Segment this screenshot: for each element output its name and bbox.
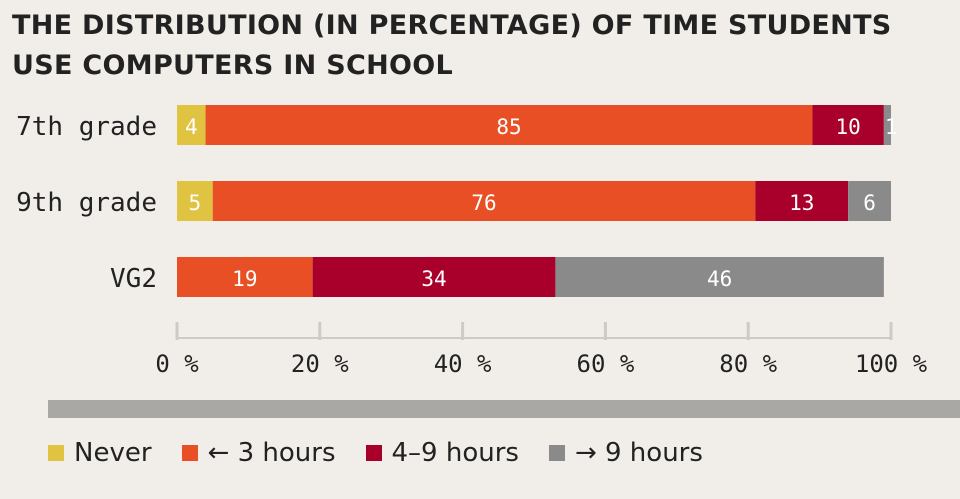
legend-item: 4–9 hours bbox=[365, 438, 519, 468]
legend-swatch bbox=[365, 445, 382, 461]
bar-segment bbox=[177, 181, 213, 221]
bar-segment bbox=[205, 105, 813, 145]
chart-legend: Never ← 3 hours 4–9 hours → 9 hours bbox=[48, 438, 733, 468]
data-label: 10 bbox=[836, 115, 861, 139]
legend-label: 4–9 hours bbox=[391, 438, 519, 468]
bar-segment bbox=[177, 105, 206, 145]
bar-segment bbox=[555, 257, 884, 297]
legend-swatch bbox=[48, 445, 64, 461]
legend-item: ← 3 hours bbox=[181, 438, 336, 468]
data-label: 46 bbox=[707, 267, 732, 291]
bar-segment bbox=[212, 181, 756, 221]
data-label: 6 bbox=[863, 191, 876, 215]
data-label: 1 bbox=[885, 115, 898, 139]
bar-segment bbox=[883, 105, 891, 145]
data-label: 4 bbox=[185, 115, 198, 139]
x-tick-label: 60 % bbox=[577, 350, 635, 378]
separator-bar bbox=[48, 400, 960, 418]
bar-segment bbox=[755, 181, 849, 221]
category-label: 7th grade bbox=[16, 112, 157, 142]
legend-item: → 9 hours bbox=[548, 438, 703, 468]
x-tick-label: 0 % bbox=[155, 350, 199, 378]
bar-segment bbox=[177, 257, 313, 297]
data-label: 34 bbox=[421, 267, 446, 291]
bar-segment bbox=[312, 257, 556, 297]
x-tick-label: 40 % bbox=[434, 350, 492, 378]
legend-swatch bbox=[181, 445, 198, 461]
data-label: 76 bbox=[471, 191, 496, 215]
x-tick-label: 20 % bbox=[291, 350, 349, 378]
legend-item: Never bbox=[48, 438, 152, 468]
x-tick-label: 80 % bbox=[719, 350, 777, 378]
category-label: VG2 bbox=[110, 264, 157, 294]
legend-label: Never bbox=[74, 438, 152, 468]
data-label: 19 bbox=[232, 267, 257, 291]
category-label: 9th grade bbox=[16, 188, 157, 218]
bar-segment bbox=[848, 181, 891, 221]
data-label: 13 bbox=[789, 191, 814, 215]
data-label: 5 bbox=[189, 191, 202, 215]
chart-title: THE DISTRIBUTION (IN PERCENTAGE) OF TIME… bbox=[12, 10, 892, 81]
data-label: 85 bbox=[496, 115, 521, 139]
x-tick-label: 100 % bbox=[855, 350, 928, 378]
legend-label: → 9 hours bbox=[574, 438, 703, 468]
legend-swatch bbox=[548, 445, 565, 461]
legend-label: ← 3 hours bbox=[207, 438, 336, 468]
bar-segment bbox=[812, 105, 884, 145]
stacked-bar-chart: 7th grade 4 85 10 1 9th grade 5 76 13 6 VG2 19 34 46 0… bbox=[16, 105, 960, 418]
